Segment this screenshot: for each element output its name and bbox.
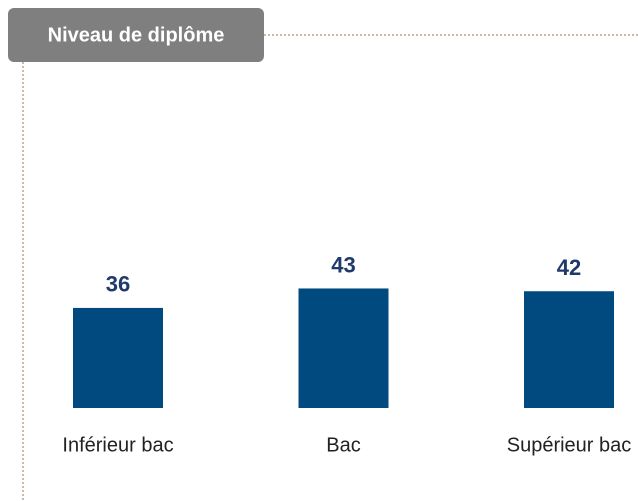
x-tick-label: Bac <box>326 434 360 456</box>
title-box <box>8 8 264 62</box>
bar <box>298 288 389 408</box>
bar <box>73 307 163 408</box>
x-tick-label: Inférieur bac <box>62 434 173 456</box>
bar <box>524 291 614 408</box>
value-label: 36 <box>106 272 130 297</box>
value-label: 42 <box>557 255 581 280</box>
value-label: 43 <box>331 252 355 277</box>
chart-title: Niveau de diplôme <box>48 24 225 46</box>
x-tick-label: Supérieur bac <box>507 434 632 456</box>
